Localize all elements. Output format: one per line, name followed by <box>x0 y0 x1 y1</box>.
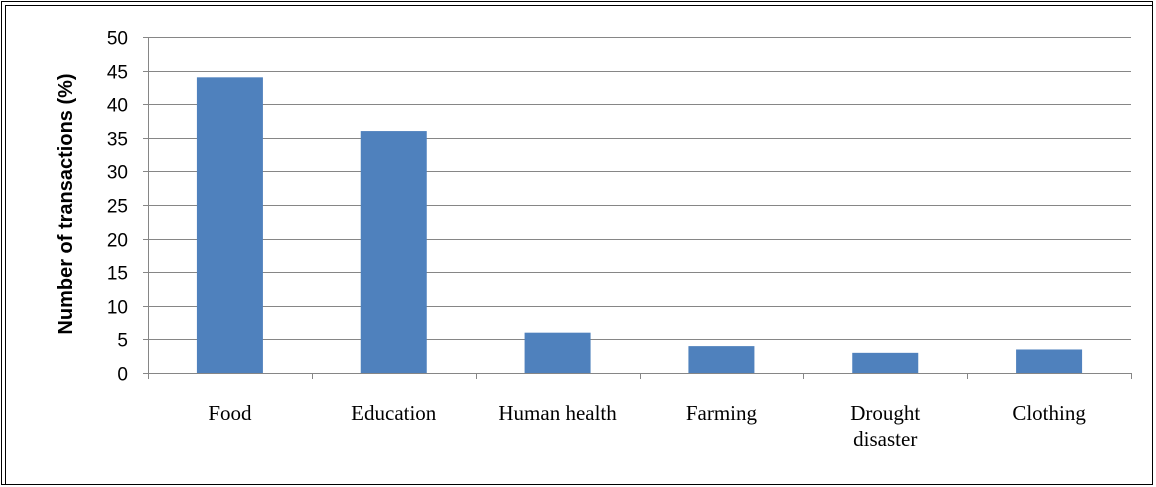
y-tick-labels: 0 5 10 15 20 25 30 35 40 45 50 <box>107 29 128 386</box>
x-tick-label: Drought disaster <box>850 401 920 451</box>
y-tick-label: 0 <box>117 365 128 386</box>
y-tick-label: 35 <box>107 130 128 151</box>
y-tick-label: 5 <box>117 331 128 352</box>
frame-inner-border <box>5 5 1153 485</box>
gridlines <box>148 37 1131 340</box>
y-tick-label: 10 <box>107 298 128 319</box>
bar <box>524 332 591 373</box>
y-tick-label: 30 <box>107 163 128 184</box>
y-tick-label: 40 <box>107 96 128 117</box>
bar <box>1016 349 1083 373</box>
y-axis-label: Number of transactions (%) <box>55 73 77 334</box>
y-tick-label: 50 <box>107 29 128 50</box>
bar <box>688 346 755 373</box>
x-tick-label: Food <box>208 401 252 425</box>
x-tick-label: Human health <box>498 401 617 425</box>
y-tick-label: 15 <box>107 264 128 285</box>
y-tick-label: 25 <box>107 197 128 218</box>
bar <box>852 352 919 373</box>
x-tick-label: Farming <box>686 401 758 425</box>
x-tick-label: Clothing <box>1012 401 1086 425</box>
x-tick-label: Education <box>351 401 437 425</box>
axes <box>143 37 1132 379</box>
x-tick-labels: Food Education Human health Farming Drought d… <box>208 401 1086 451</box>
y-tick-label: 20 <box>107 231 128 252</box>
y-tick-label: 45 <box>107 63 128 84</box>
bar <box>196 77 263 373</box>
bar <box>360 131 427 373</box>
bars <box>196 77 1083 373</box>
